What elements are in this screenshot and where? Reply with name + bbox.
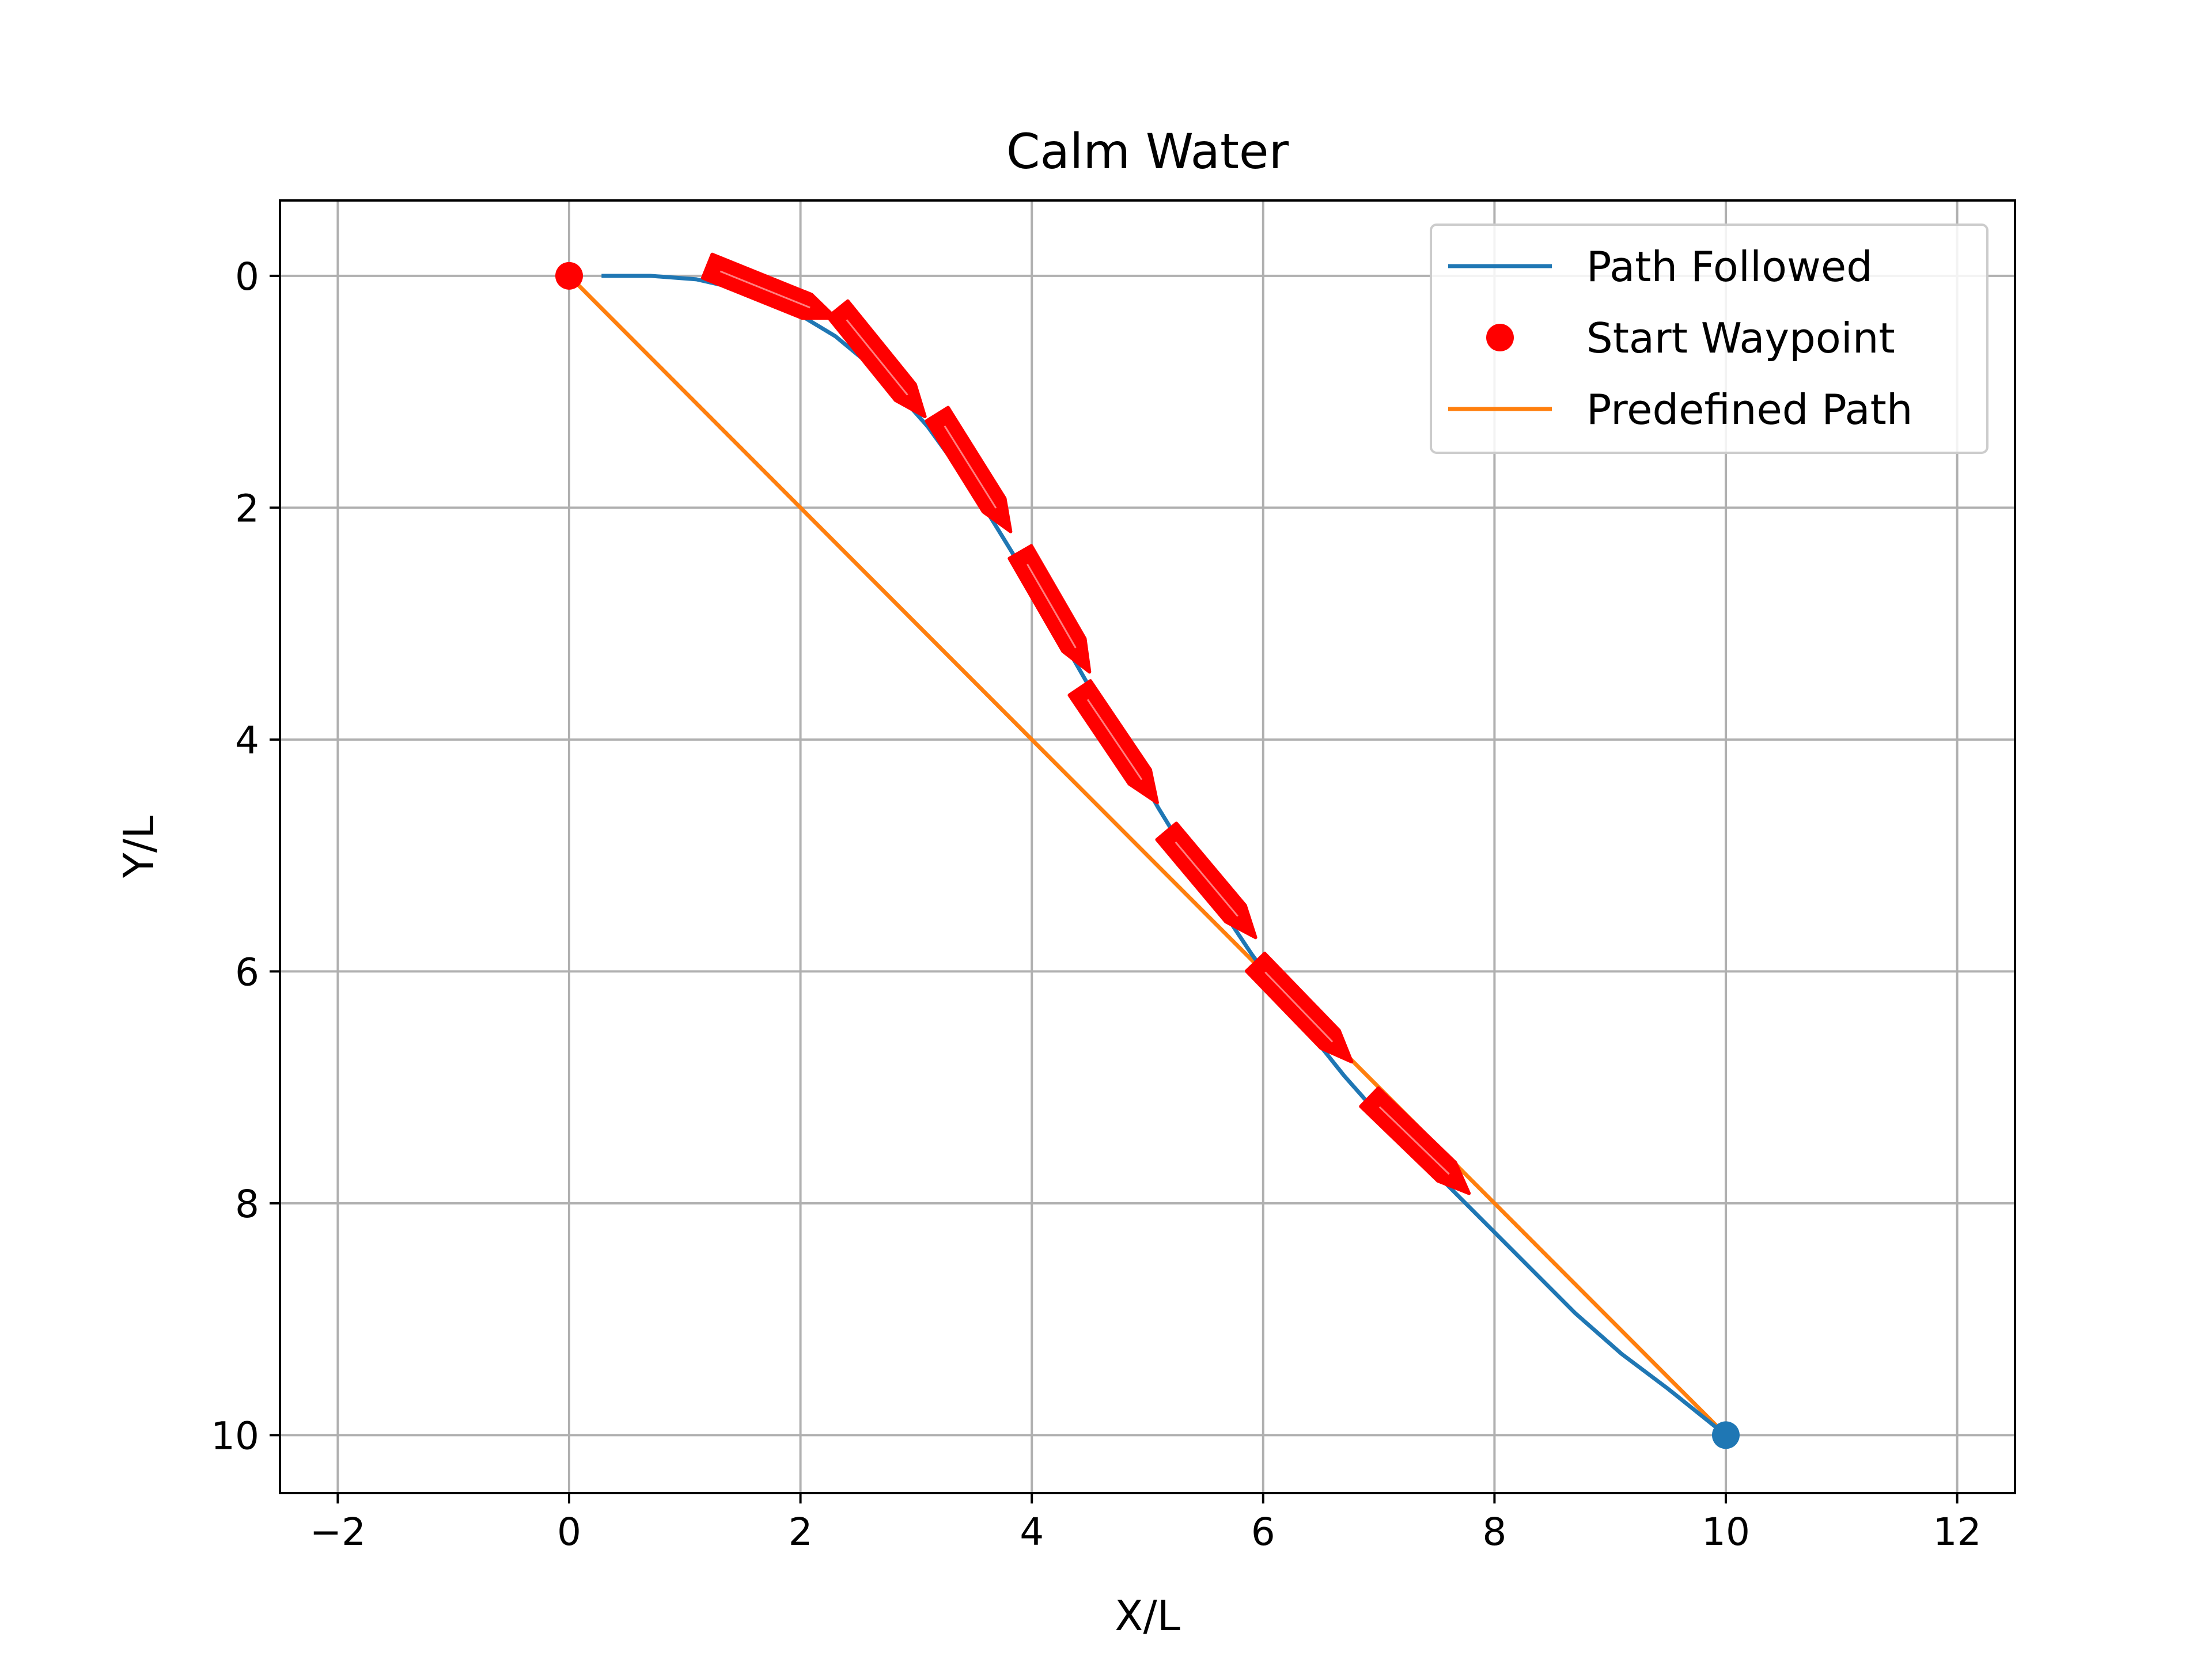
legend-predefined-path-label: Predefined Path [1586,385,1913,434]
ship-marker [826,299,927,419]
ship-marker [700,252,838,320]
start-waypoint-point [555,262,583,290]
y-tick-label: 6 [235,950,259,994]
ship-marker [1067,679,1159,805]
y-tick-label: 0 [235,255,259,299]
legend-start-waypoint-label: Start Waypoint [1586,314,1895,362]
x-tick-label: −2 [310,1510,366,1554]
x-tick-label: 0 [557,1510,581,1554]
y-tick-label: 10 [211,1414,259,1458]
legend: Path Followed Start Waypoint Predefined Pa… [1430,224,1988,454]
legend-start-waypoint-swatch [1486,324,1514,351]
end-waypoint-point [1712,1421,1740,1449]
ship-marker [925,406,1013,533]
plot-frame [279,199,2016,1494]
predefined-path-line [567,274,1728,1437]
axis-ticks: −2 0 2 4 6 8 10 12 0 2 4 6 8 10 [211,255,1982,1554]
chart-title: Calm Water [1006,123,1289,180]
y-tick-label: 4 [235,718,259,763]
y-axis-label: Y/L [115,816,163,878]
x-tick-label: 6 [1251,1510,1275,1554]
x-tick-label: 8 [1482,1510,1506,1554]
x-tick-label: 2 [789,1510,813,1554]
x-tick-label: 4 [1020,1510,1044,1554]
y-tick-label: 8 [235,1182,259,1226]
y-tick-label: 2 [235,486,259,531]
ship-marker [1155,821,1257,940]
plot-area [555,252,1740,1449]
legend-path-followed-label: Path Followed [1586,243,1873,291]
ship-marker [1244,952,1354,1064]
legend-box [1430,224,1988,454]
ship-marker [1007,544,1092,674]
ship-marker [1359,1086,1471,1195]
x-tick-label: 10 [1702,1510,1750,1554]
x-tick-label: 12 [1933,1510,1982,1554]
x-axis-label: X/L [1115,1592,1180,1640]
